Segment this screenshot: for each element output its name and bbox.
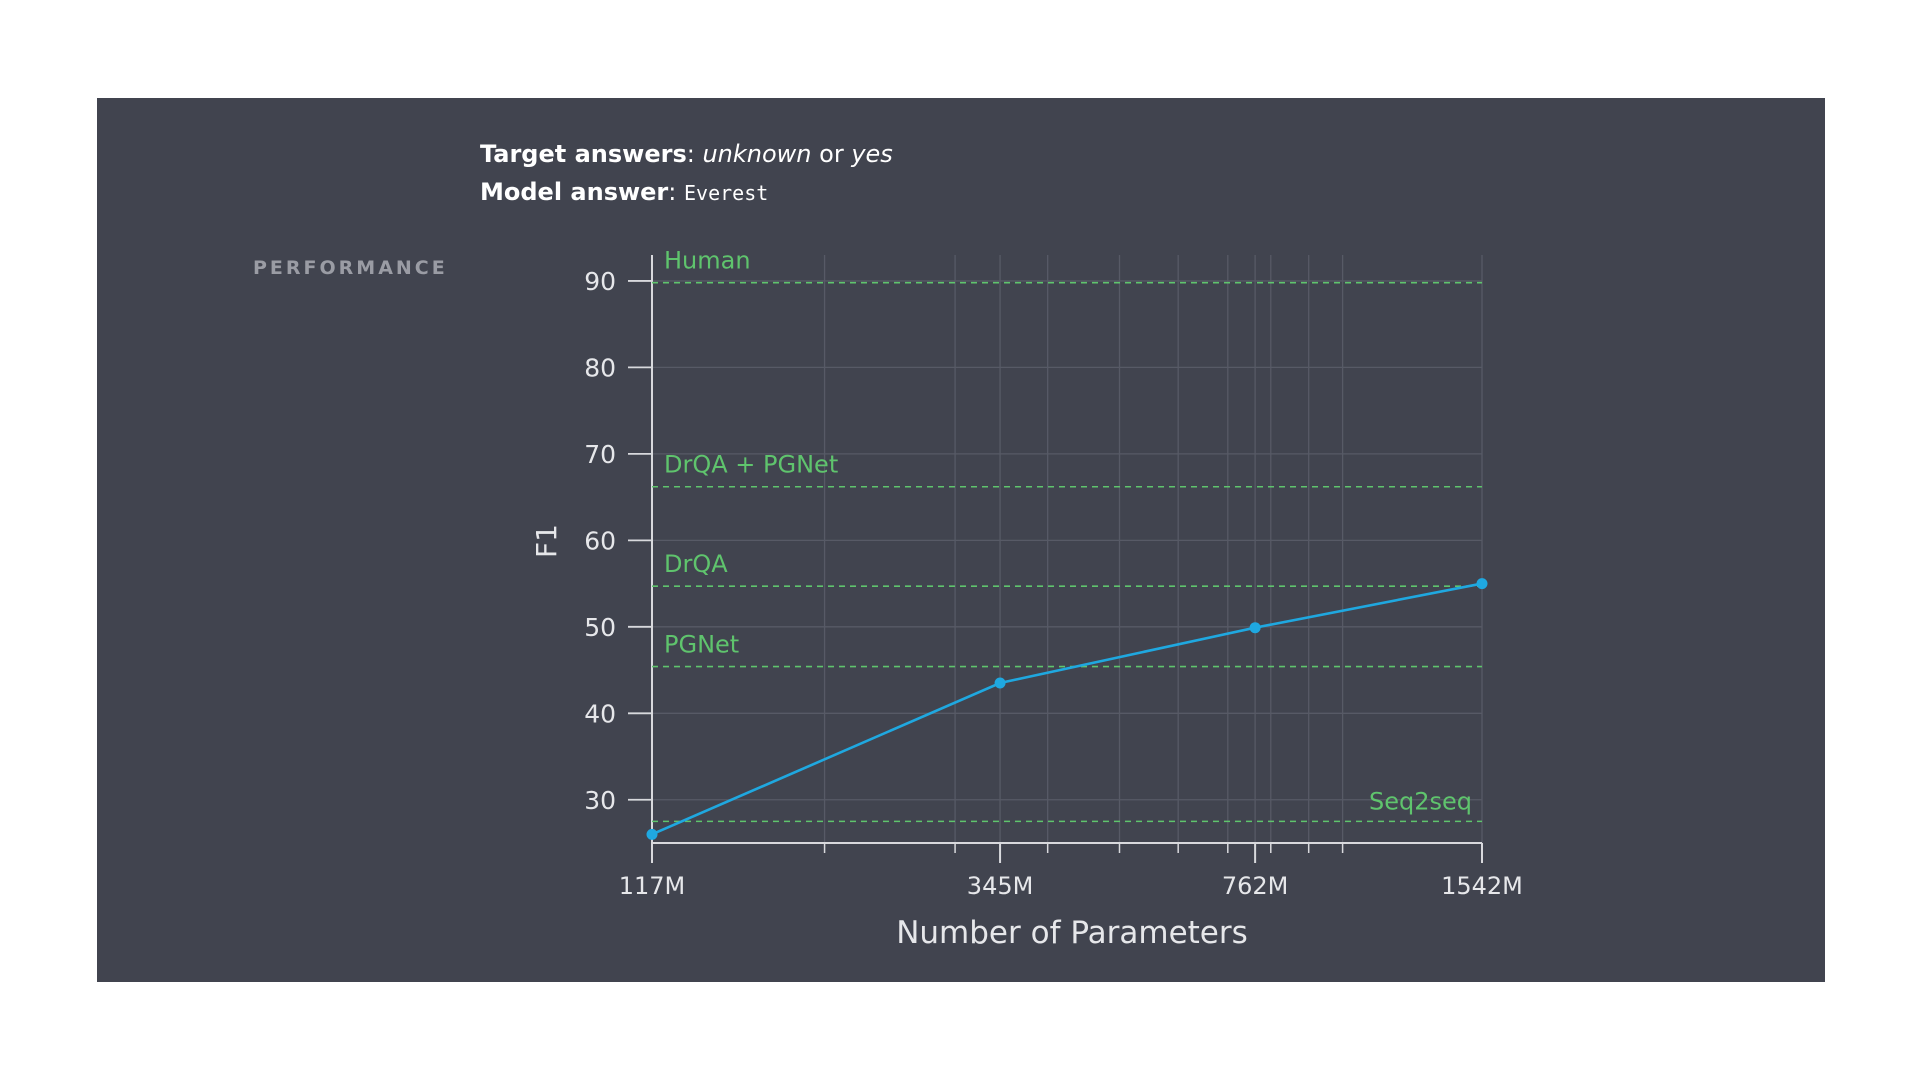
performance-section-label: PERFORMANCE (253, 257, 448, 279)
y-tick-label: 80 (584, 353, 616, 382)
data-point (646, 828, 658, 840)
series-line (651, 582, 1483, 836)
data-point (1249, 622, 1261, 634)
y-tick-label: 50 (584, 613, 616, 642)
x-tick-label: 762M (1222, 872, 1289, 900)
baseline-label: Seq2seq (1369, 787, 1472, 815)
y-tick-label: 70 (584, 440, 616, 469)
y-tick-label: 60 (584, 526, 616, 555)
data-point (1476, 578, 1488, 590)
baseline-label: DrQA + PGNet (664, 451, 838, 479)
model-answer-line: Model answer: Everest (480, 173, 893, 212)
target-answers-label: Target answers (480, 140, 687, 168)
y-tick-label: 30 (584, 786, 616, 815)
target-answers-or: or (811, 140, 852, 168)
x-tick-label: 1542M (1441, 872, 1523, 900)
target-answers-sep: : (686, 140, 703, 168)
x-tick-label: 117M (619, 872, 686, 900)
target-answer-yes: yes (851, 140, 893, 168)
answer-block: Target answers: unknown or yes Model ans… (480, 135, 893, 212)
baseline-label: PGNet (664, 631, 739, 659)
model-answer-sep: : (668, 178, 684, 206)
x-tick-label: 345M (967, 872, 1034, 900)
data-point (994, 677, 1006, 689)
y-tick-label: 40 (584, 699, 616, 728)
x-axis-label: Number of Parameters (896, 915, 1248, 951)
model-answer-value: Everest (683, 181, 769, 205)
y-tick-label: 90 (584, 267, 616, 296)
y-axis-label: F1 (530, 524, 563, 558)
model-answer-label: Model answer (480, 178, 669, 206)
baseline-label: DrQA (664, 550, 728, 578)
baseline-label: Human (664, 247, 751, 275)
target-answers-line: Target answers: unknown or yes (480, 135, 893, 173)
target-answer-unknown: unknown (702, 140, 812, 168)
